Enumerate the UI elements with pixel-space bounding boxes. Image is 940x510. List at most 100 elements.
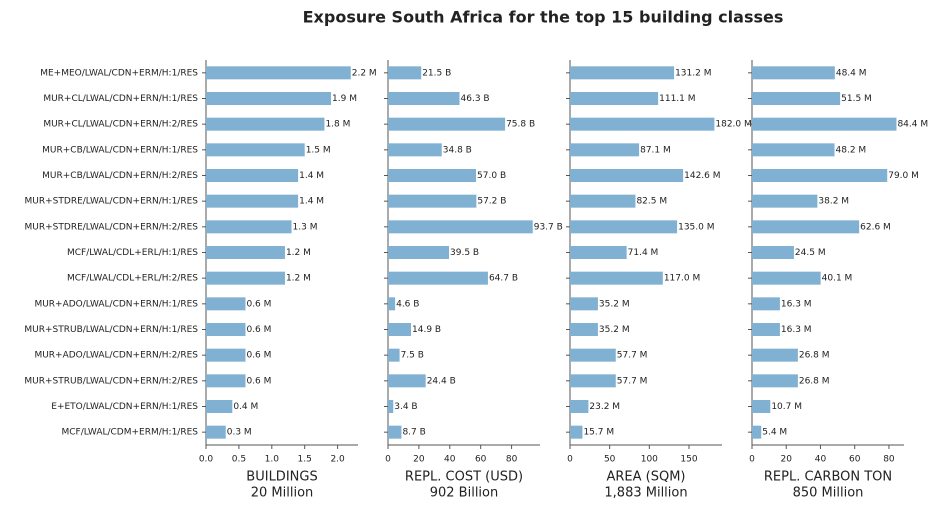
value-label: 0.3 M: [227, 428, 252, 438]
y-tick-label: MUR+STRUB/LWAL/CDN+ERN/H:2/RES: [24, 376, 198, 386]
bar: [570, 425, 583, 439]
x-tick-label: 80: [506, 455, 518, 465]
x-tick-label: 1.5: [298, 455, 312, 465]
bar: [752, 143, 835, 157]
value-label: 57.0 B: [477, 171, 506, 181]
bar: [570, 117, 715, 131]
bar: [388, 117, 506, 131]
x-tick-label: 100: [641, 455, 658, 465]
value-label: 10.7 M: [771, 402, 802, 412]
bar: [206, 117, 325, 131]
bar: [206, 169, 299, 182]
bar: [388, 194, 477, 208]
y-tick-label: MCF/LWAL/CDM+ERM/H:1/RES: [61, 428, 198, 438]
value-label: 57.7 M: [617, 376, 648, 386]
bar: [752, 92, 841, 105]
value-label: 48.4 M: [836, 68, 867, 78]
value-label: 57.7 M: [617, 351, 648, 361]
value-label: 0.4 M: [233, 402, 258, 412]
bar: [388, 92, 460, 105]
bar: [752, 66, 835, 80]
value-label: 71.4 M: [628, 248, 659, 258]
value-label: 23.2 M: [589, 402, 620, 412]
bar: [752, 348, 798, 362]
bar: [388, 297, 396, 311]
bar: [206, 220, 292, 234]
value-label: 1.4 M: [299, 171, 324, 181]
value-label: 82.5 M: [636, 197, 667, 207]
bar: [206, 246, 285, 259]
bar: [570, 348, 616, 362]
bar: [570, 400, 589, 413]
bar: [752, 271, 821, 285]
x-tick-label: 0.5: [232, 455, 246, 465]
value-label: 0.6 M: [246, 351, 271, 361]
bar: [206, 66, 351, 80]
value-label: 48.2 M: [836, 145, 867, 155]
bar: [752, 117, 897, 131]
value-label: 14.9 B: [412, 325, 441, 335]
value-label: 131.2 M: [675, 68, 711, 78]
bar: [388, 323, 412, 336]
value-label: 93.7 B: [534, 222, 563, 232]
bar: [206, 194, 299, 208]
bar: [206, 400, 233, 413]
x-tick-label: 60: [849, 455, 861, 465]
y-tick-label: MUR+STDRE/LWAL/CDN+ERN/H:1/RES: [25, 197, 199, 207]
value-label: 34.8 B: [443, 145, 472, 155]
bar: [388, 425, 402, 439]
value-label: 79.0 M: [888, 171, 919, 181]
value-label: 5.4 M: [762, 428, 787, 438]
x-tick-label: 0: [385, 455, 391, 465]
value-label: 75.8 B: [506, 120, 535, 130]
bar: [570, 92, 659, 105]
value-label: 1.2 M: [286, 274, 311, 284]
value-label: 182.0 M: [715, 120, 751, 130]
value-label: 24.5 M: [795, 248, 826, 258]
bar: [206, 92, 332, 105]
value-label: 39.5 B: [450, 248, 479, 258]
bar: [206, 425, 226, 439]
x-axis-total: 20 Million: [251, 486, 314, 501]
y-tick-label: MUR+ADO/LWAL/CDN+ERN/H:1/RES: [34, 299, 198, 309]
bar: [570, 297, 598, 311]
x-tick-label: 0: [567, 455, 573, 465]
bar: [570, 374, 616, 388]
x-tick-label: 20: [413, 455, 425, 465]
bar: [570, 143, 640, 157]
y-tick-label: ME+MEO/LWAL/CDN+ERM/H:1/RES: [40, 68, 198, 78]
bar: [570, 323, 598, 336]
y-tick-label: MUR+STDRE/LWAL/CDN+ERN/H:2/RES: [25, 222, 199, 232]
x-tick-label: 0.0: [199, 455, 214, 465]
bar: [752, 297, 780, 311]
bar: [570, 194, 636, 208]
x-axis-total: 1,883 Million: [604, 486, 687, 501]
y-tick-label: E+ETO/LWAL/CDN+ERN/H:1/RES: [51, 402, 198, 412]
bar: [388, 271, 488, 285]
bar: [388, 246, 450, 259]
value-label: 1.8 M: [325, 120, 350, 130]
value-label: 3.4 B: [394, 402, 417, 412]
value-label: 84.4 M: [897, 120, 928, 130]
bar: [752, 374, 798, 388]
bar: [570, 66, 675, 80]
value-label: 142.6 M: [684, 171, 720, 181]
bar: [752, 400, 771, 413]
bar: [388, 348, 400, 362]
value-label: 26.8 M: [799, 376, 830, 386]
bar: [388, 400, 394, 413]
value-label: 1.3 M: [293, 222, 318, 232]
value-label: 4.6 B: [396, 299, 419, 309]
y-tick-label: MCF/LWAL/CDL+ERL/H:1/RES: [67, 248, 198, 258]
bar: [752, 194, 818, 208]
y-tick-label: MUR+CB/LWAL/CDN+ERN/H:2/RES: [42, 171, 198, 181]
value-label: 135.0 M: [678, 222, 714, 232]
x-tick-label: 40: [444, 455, 456, 465]
x-tick-label: 150: [680, 455, 697, 465]
x-axis-total: 902 Billion: [430, 486, 499, 501]
x-tick-label: 60: [475, 455, 487, 465]
value-label: 1.9 M: [332, 94, 357, 104]
bar: [206, 323, 246, 336]
value-label: 8.7 B: [402, 428, 425, 438]
